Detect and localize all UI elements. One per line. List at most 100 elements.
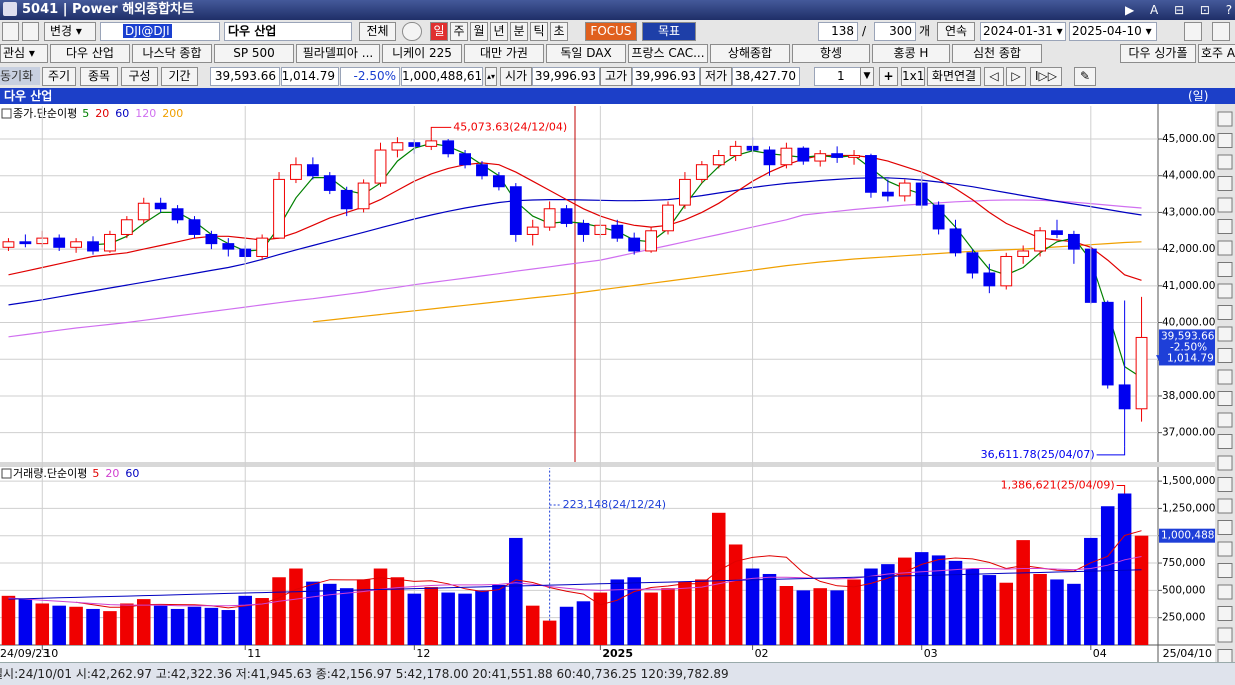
pen-button[interactable]: ✎ [1074, 67, 1096, 86]
tool-icon[interactable] [1217, 283, 1233, 299]
symbol-input[interactable]: DJI@DJI [100, 22, 220, 41]
tool-icon[interactable] [1217, 176, 1233, 191]
nav-button[interactable]: ◁ [984, 67, 1004, 86]
tool-icon[interactable] [1217, 584, 1233, 600]
link-button[interactable]: 화면연결 [927, 67, 981, 86]
max-input[interactable]: 300 [874, 22, 916, 41]
tab[interactable]: 나스닥 종합 [132, 44, 212, 63]
tool-icon[interactable] [1217, 541, 1233, 557]
tool-icon[interactable] [1217, 369, 1233, 385]
axis-background [1158, 104, 1215, 662]
dropdown[interactable]: ▼ [860, 67, 874, 86]
tool-icon[interactable] [1217, 455, 1233, 471]
icon-button[interactable] [402, 22, 422, 41]
tool-icon[interactable] [1217, 240, 1233, 256]
change-button[interactable]: 변경 ▾ [44, 22, 96, 41]
tool-icon[interactable] [1217, 477, 1233, 492]
x-tick-label: 04 [1093, 647, 1107, 660]
tool-icon[interactable] [1217, 520, 1233, 535]
period-button[interactable]: 주 [450, 22, 468, 41]
candle-body [729, 145, 742, 157]
legend-icon [1, 468, 12, 479]
tab[interactable]: 홍콩 H [872, 44, 950, 63]
continuous-button[interactable]: 연속 [937, 22, 975, 41]
candle-body [645, 230, 658, 252]
tool-icon[interactable] [1217, 498, 1233, 514]
period-button[interactable]: 년 [490, 22, 508, 41]
nav-button[interactable]: ▷ [1006, 67, 1026, 86]
candle-body [154, 202, 167, 210]
icon-button[interactable] [22, 22, 39, 41]
count-input[interactable]: 138 [818, 22, 858, 41]
all-button[interactable]: 전체 [359, 22, 396, 41]
tool-icon[interactable] [1217, 326, 1233, 342]
layout-button[interactable]: 1x1 [901, 67, 925, 86]
period-button[interactable]: 틱 [530, 22, 548, 41]
tab[interactable]: 항셍 [792, 44, 870, 63]
tool-icon[interactable] [1217, 111, 1233, 127]
add-button[interactable]: + [879, 67, 898, 86]
volume-bar [272, 577, 286, 645]
volume-bar [356, 579, 371, 645]
period-button[interactable]: 분 [510, 22, 528, 41]
end-date[interactable]: 2025-04-10 ▾ [1069, 22, 1157, 41]
tool-icon[interactable] [1217, 262, 1233, 277]
period-button[interactable]: 일 [430, 22, 448, 41]
period-button[interactable]: 초 [550, 22, 568, 41]
info-button[interactable]: 구성 [121, 67, 158, 86]
info-button[interactable]: 주기 [42, 67, 76, 86]
candle-body [492, 175, 505, 188]
period-button[interactable]: 월 [470, 22, 488, 41]
tool-icon[interactable] [1217, 563, 1233, 578]
nav-button[interactable]: I▷▷ [1030, 67, 1062, 86]
tab[interactable]: 프랑스 CAC... [628, 44, 708, 63]
icon-button[interactable] [1184, 22, 1202, 41]
volume-bar [695, 579, 709, 645]
tab[interactable]: 호주 A [1198, 44, 1235, 63]
tab[interactable]: SP 500 [214, 44, 294, 63]
toolbar: 변경 ▾ DJI@DJI 다우 산업 전체 일 주 월 년 분 틱 초 FOCU… [0, 20, 1235, 42]
focus-button[interactable]: FOCUS [585, 22, 637, 41]
target-button[interactable]: 목표 [642, 22, 696, 41]
sync-label: 동기화 [0, 67, 40, 85]
tab[interactable]: 독일 DAX [546, 44, 626, 63]
tool-icon[interactable] [1217, 219, 1233, 234]
volume-bar [323, 583, 337, 645]
tool-icon[interactable] [1217, 348, 1233, 363]
tool-icon[interactable] [1217, 606, 1233, 621]
tool-icon[interactable] [1217, 197, 1233, 213]
legend-entry: 5 [92, 467, 99, 480]
y-tick-label: 41,000.00 [1162, 280, 1215, 292]
tool-icon[interactable] [1217, 434, 1233, 449]
volume-bar [576, 601, 591, 645]
tool-icon[interactable] [1217, 391, 1233, 406]
icon-button[interactable] [2, 22, 19, 41]
volume-bar [441, 592, 455, 645]
icon-button[interactable] [1212, 22, 1230, 41]
volume-bar [120, 603, 134, 645]
tab[interactable]: 대만 가권 [464, 44, 544, 63]
tool-icon[interactable] [1217, 305, 1233, 320]
tab[interactable]: 다우 싱가폴 [1120, 44, 1196, 63]
tool-icon[interactable] [1217, 412, 1233, 428]
window-controls[interactable]: ▶ A ⊟ ⊡ ? _ □ ✕ [1125, 3, 1235, 17]
candle-body [19, 241, 32, 245]
tab[interactable]: 관심 ▾ [0, 44, 48, 63]
info-button[interactable]: 기간 [161, 67, 198, 86]
current-change-pct: -2.50% [1170, 341, 1207, 353]
tab[interactable]: 다우 산업 [50, 44, 130, 63]
tab[interactable]: 심천 종합 [952, 44, 1042, 63]
tab[interactable]: 니케이 225 [382, 44, 462, 63]
start-date[interactable]: 2024-01-31 ▾ [980, 22, 1066, 41]
tab[interactable]: 필라델피아 ... [296, 44, 380, 63]
tool-icon[interactable] [1217, 627, 1233, 643]
candle-body [476, 164, 488, 177]
spinner[interactable]: ▴▾ [485, 67, 497, 86]
tab[interactable]: 상해종합 [710, 44, 790, 63]
low-field: 38,427.70 [732, 67, 800, 86]
tool-icon[interactable] [1217, 154, 1233, 170]
tool-icon[interactable] [1217, 133, 1233, 148]
info-button[interactable]: 종목 [80, 67, 118, 86]
legend-entry: 20 [105, 467, 119, 480]
volume-bar [86, 608, 100, 645]
